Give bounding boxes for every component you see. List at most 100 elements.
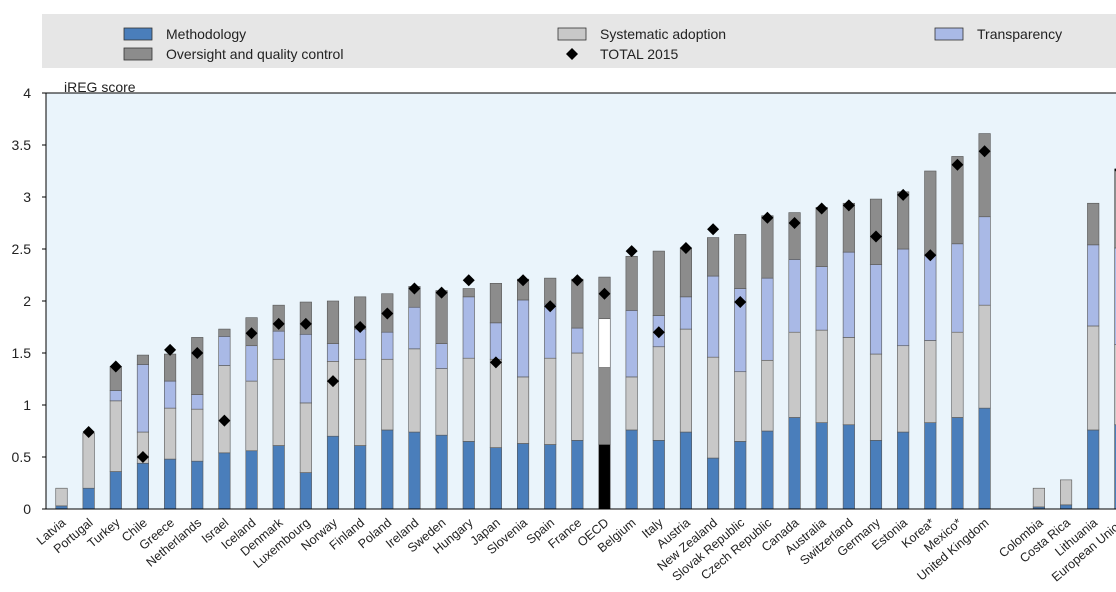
bar-methodology-lithuania bbox=[1087, 429, 1100, 510]
bar-oversight-and-quality-control-korea bbox=[924, 170, 937, 255]
bar-methodology-australia bbox=[815, 422, 828, 510]
total-2015-marker-switzerland bbox=[842, 199, 855, 212]
y-tick-label: 0.5 bbox=[12, 449, 32, 465]
bar-methodology-finland bbox=[354, 445, 367, 510]
legend-label-oversight-and-quality-control: Oversight and quality control bbox=[166, 46, 343, 62]
total-2015-marker-mexico bbox=[951, 158, 964, 171]
bar-methodology-estonia bbox=[897, 431, 910, 510]
bar-transparency-mexico bbox=[951, 243, 964, 333]
total-2015-marker-chile bbox=[136, 451, 149, 463]
total-2015-marker-hungary bbox=[462, 274, 475, 287]
bar-transparency-norway bbox=[326, 343, 340, 362]
bar-transparency-european-union bbox=[1114, 247, 1116, 345]
total-2015-marker-germany bbox=[870, 230, 882, 243]
bar-systematic-adoption-iceland bbox=[245, 380, 258, 452]
legend-swatch-transparency bbox=[934, 27, 964, 41]
bar-transparency-ireland bbox=[408, 306, 421, 350]
total-2015-marker-slovenia bbox=[517, 274, 530, 287]
bar-systematic-adoption-france bbox=[571, 352, 584, 441]
bar-transparency-denmark bbox=[272, 330, 285, 360]
y-tick-label: 2.5 bbox=[12, 241, 32, 257]
bar-systematic-adoption-slovak-republic bbox=[734, 371, 747, 442]
bar-methodology-italy bbox=[652, 440, 665, 510]
bar-systematic-adoption-finland bbox=[354, 358, 367, 446]
total-2015-marker-france bbox=[571, 274, 584, 287]
bar-transparency-australia bbox=[815, 266, 828, 331]
bar-methodology-ireland bbox=[408, 431, 421, 510]
bar-methodology-chile bbox=[136, 462, 149, 510]
legend-swatch-systematic-adoption bbox=[557, 27, 587, 41]
bar-oversight-and-quality-control-lithuania bbox=[1087, 202, 1100, 246]
bar-methodology-poland bbox=[381, 429, 394, 510]
bar-oversight-and-quality-control-belgium bbox=[625, 255, 638, 311]
bar-methodology-turkey bbox=[109, 471, 122, 510]
y-tick-label: 1.5 bbox=[12, 345, 32, 361]
bar-transparency-poland bbox=[381, 331, 394, 360]
bar-systematic-adoption-lithuania bbox=[1087, 325, 1100, 431]
bar-oversight-and-quality-control-mexico bbox=[951, 156, 964, 245]
x-axis: LatviaPortugalTurkeyChileGreeceNetherlan… bbox=[34, 508, 1116, 584]
bar-oversight-and-quality-control-hungary bbox=[462, 288, 475, 298]
bar-oversight-and-quality-control-czech-republic bbox=[761, 215, 774, 279]
bar-transparency-france bbox=[571, 327, 584, 354]
bar-methodology-oecd bbox=[598, 444, 611, 510]
bar-transparency-hungary bbox=[462, 296, 475, 359]
y-tick-label: 0 bbox=[23, 501, 31, 517]
bar-methodology-sweden bbox=[435, 434, 448, 510]
total-2015-marker-sweden bbox=[435, 286, 448, 299]
bar-systematic-adoption-norway bbox=[326, 361, 340, 437]
total-2015-marker-japan bbox=[489, 356, 502, 369]
bar-systematic-adoption-greece bbox=[164, 407, 177, 460]
legend-swatch-methodology bbox=[123, 27, 153, 41]
bar-transparency-iceland bbox=[245, 345, 258, 382]
bar-oversight-and-quality-control-norway bbox=[326, 300, 340, 344]
bar-methodology-switzerland bbox=[842, 424, 855, 510]
total-2015-marker-denmark bbox=[272, 317, 285, 330]
total-2015-marker-iceland bbox=[245, 327, 258, 340]
bar-transparency-united-kingdom bbox=[978, 216, 991, 306]
y-axis-label: iREG score bbox=[64, 79, 136, 95]
legend: Methodology Systematic adoption Transparen… bbox=[123, 26, 1062, 62]
bar-systematic-adoption-denmark bbox=[272, 358, 285, 446]
legend-label-transparency: Transparency bbox=[977, 26, 1062, 42]
legend-label-systematic-adoption: Systematic adoption bbox=[600, 26, 726, 42]
bar-oversight-and-quality-control-france bbox=[571, 278, 584, 329]
bar-systematic-adoption-costa-rica bbox=[1060, 479, 1073, 506]
bar-oversight-and-quality-control-greece bbox=[164, 353, 177, 382]
bar-transparency-germany bbox=[869, 264, 883, 355]
total-2015-marker-luxembourg bbox=[299, 317, 312, 330]
bar-systematic-adoption-mexico bbox=[951, 331, 964, 418]
total-2015-marker-netherlands bbox=[191, 347, 204, 359]
bar-methodology-norway bbox=[326, 435, 340, 510]
bar-systematic-adoption-australia bbox=[815, 329, 828, 423]
bar-methodology-france bbox=[571, 440, 584, 510]
bar-oversight-and-quality-control-italy bbox=[652, 250, 665, 316]
total-2015-marker-israel bbox=[218, 414, 231, 427]
bar-methodology-germany bbox=[869, 440, 883, 510]
bar-methodology-canada bbox=[788, 417, 801, 510]
bar-methodology-slovak-republic bbox=[734, 441, 747, 510]
bar-systematic-adoption-latvia bbox=[55, 487, 68, 507]
bar-transparency-new-zealand bbox=[707, 275, 720, 358]
bar-systematic-adoption-belgium bbox=[625, 376, 638, 431]
bar-methodology-hungary bbox=[462, 441, 475, 510]
bar-transparency-israel bbox=[218, 336, 231, 366]
total-2015-marker-united-kingdom bbox=[978, 145, 991, 158]
bar-transparency-sweden bbox=[435, 343, 448, 369]
bar-transparency-switzerland bbox=[842, 251, 855, 338]
bar-transparency-czech-republic bbox=[761, 277, 774, 361]
bar-methodology-european-union bbox=[1114, 424, 1116, 510]
bar-systematic-adoption-oecd bbox=[598, 367, 611, 445]
bar-transparency-chile bbox=[136, 364, 149, 433]
total-2015-marker-norway bbox=[327, 375, 339, 388]
legend-background bbox=[42, 14, 1116, 68]
bar-oversight-and-quality-control-united-kingdom bbox=[978, 133, 991, 218]
bar-systematic-adoption-netherlands bbox=[191, 408, 204, 462]
bar-systematic-adoption-european-union bbox=[1114, 344, 1116, 426]
total-2015-marker-greece bbox=[164, 343, 177, 356]
bar-systematic-adoption-austria bbox=[679, 328, 693, 433]
total-2015-marker-spain bbox=[544, 300, 557, 313]
bar-transparency-luxembourg bbox=[299, 333, 312, 404]
bar-transparency-belgium bbox=[625, 310, 638, 378]
